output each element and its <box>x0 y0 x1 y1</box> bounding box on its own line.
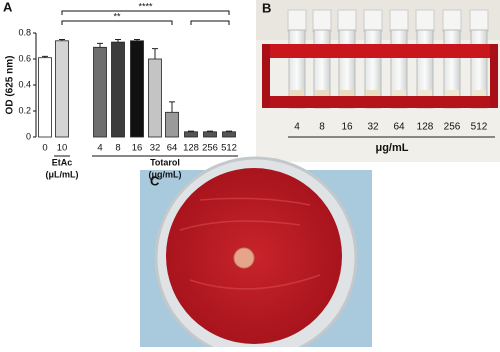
y-axis-label: OD (625 nm) <box>5 56 16 115</box>
error-bar <box>226 130 232 132</box>
error-bar <box>97 42 103 48</box>
photo-plate <box>140 156 372 352</box>
x-tick-label: 8 <box>115 143 120 154</box>
concentration-label: 4 <box>294 122 300 133</box>
error-bar <box>42 55 48 58</box>
x-tick-label: 128 <box>183 143 199 154</box>
y-tick-label: 0.6 <box>18 53 31 63</box>
x-tick-label: 4 <box>97 143 102 154</box>
panel-label: A <box>3 0 13 14</box>
panel-label: B <box>262 0 271 15</box>
unit-label: μg/mL <box>375 142 408 154</box>
concentration-label: 128 <box>417 122 434 133</box>
bar <box>111 41 125 138</box>
bar <box>203 131 217 138</box>
group-unit: (μL/mL) <box>46 169 79 179</box>
x-tick-label: 64 <box>167 143 178 154</box>
x-tick-label: 256 <box>202 143 218 154</box>
x-tick-label: 16 <box>132 143 143 154</box>
photo-tubes <box>256 0 500 162</box>
group-name: Totarol <box>150 157 180 167</box>
error-bar <box>169 101 175 113</box>
group-name: EtAc <box>52 157 73 167</box>
y-tick-label: 0.2 <box>18 105 31 115</box>
significance-label: **** <box>138 1 153 11</box>
y-tick-label: 0.8 <box>18 27 31 37</box>
tube-cap <box>287 9 307 33</box>
tube-cap <box>337 9 357 33</box>
tube-cap <box>442 9 462 33</box>
significance-bracket <box>61 10 230 15</box>
concentration-label: 64 <box>393 122 405 133</box>
tube-cap <box>363 9 383 33</box>
bar <box>38 57 52 138</box>
bar <box>93 46 107 138</box>
tube-cap <box>469 9 489 33</box>
concentration-label: 256 <box>444 122 461 133</box>
error-bar <box>115 39 121 43</box>
error-bar <box>188 130 194 132</box>
tube-cap <box>389 9 409 33</box>
significance-bracket <box>61 20 173 25</box>
y-tick-label: 0 <box>26 131 31 141</box>
bar <box>222 131 236 138</box>
x-tick-label: 512 <box>221 143 237 154</box>
concentration-label: 32 <box>367 122 379 133</box>
bracket <box>190 20 230 25</box>
tube-cap <box>312 9 332 33</box>
bar <box>148 58 162 138</box>
x-tick-label: 32 <box>150 143 161 154</box>
y-tick-label: 0.4 <box>18 79 31 89</box>
x-tick-label: 0 <box>42 143 47 154</box>
error-bar <box>207 130 213 132</box>
error-bar <box>152 48 158 59</box>
bar <box>165 111 179 138</box>
panel-label: C <box>150 173 160 188</box>
bar <box>130 40 144 138</box>
concentration-label: 16 <box>341 122 353 133</box>
concentration-label: 512 <box>471 122 488 133</box>
significance-label: ** <box>113 11 121 21</box>
error-bar <box>59 39 65 41</box>
bar <box>55 40 69 138</box>
bar <box>184 131 198 138</box>
group-unit: (μg/mL) <box>149 169 182 179</box>
error-bar <box>134 39 140 41</box>
concentration-label: 8 <box>319 122 325 133</box>
x-tick-label: 10 <box>57 143 68 154</box>
tube-cap <box>415 9 435 33</box>
